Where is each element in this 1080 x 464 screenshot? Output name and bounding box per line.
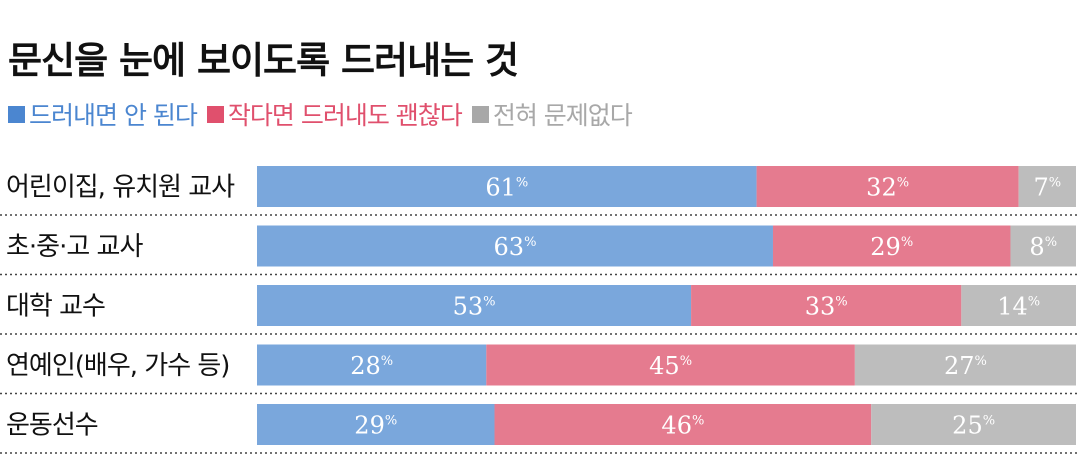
category-label: 초·중·고 교사 [6,232,143,262]
bar-segment-series-0 [257,166,757,207]
legend-swatch-series-1 [206,105,224,123]
bar-segment-series-2 [871,404,1076,445]
bar-segment-series-1 [494,404,872,445]
legend-label-series-0: 드러내면 안 된다 [29,101,198,130]
category-label: 대학 교수 [6,292,105,322]
data-label-series-1: 45% [649,352,692,380]
legend-item-series-0: 드러내면 안 된다 [8,96,198,132]
legend-item-series-1: 작다면 드러내도 괜찮다 [206,96,463,132]
legend: 드러내면 안 된다 작다면 드러내도 괜찮다 전혀 문제없다 [8,96,642,132]
legend-label-series-2: 전혀 문제없다 [492,101,633,130]
category-label: 연예인(배우, 가수 등) [6,351,229,381]
legend-swatch-series-0 [8,105,25,123]
bar-segment-series-0 [257,285,692,326]
bar-segment-series-0 [257,404,495,445]
legend-swatch-series-2 [471,105,489,123]
chart-title: 문신을 눈에 보이도록 드러내는 것 [8,39,519,82]
category-label: 운동선수 [6,411,98,441]
category-label: 어린이집, 유치원 교사 [6,173,235,203]
bar-segment-series-2 [1018,166,1076,207]
bar-segment-series-1 [772,225,1011,267]
bar-segment-series-1 [756,166,1019,207]
legend-label-series-1: 작다면 드러내도 괜찮다 [227,101,463,130]
data-label-series-0: 29% [354,412,397,440]
bar-segment-series-1 [486,344,855,386]
bar-segment-series-2 [854,344,1076,386]
bar-segment-series-0 [257,344,487,386]
bar-segment-series-1 [691,285,962,326]
legend-item-series-2: 전혀 문제없다 [471,96,633,132]
bar-segment-series-2 [961,285,1076,326]
bar-segment-series-2 [1010,225,1076,267]
bar-segment-series-0 [257,225,773,267]
